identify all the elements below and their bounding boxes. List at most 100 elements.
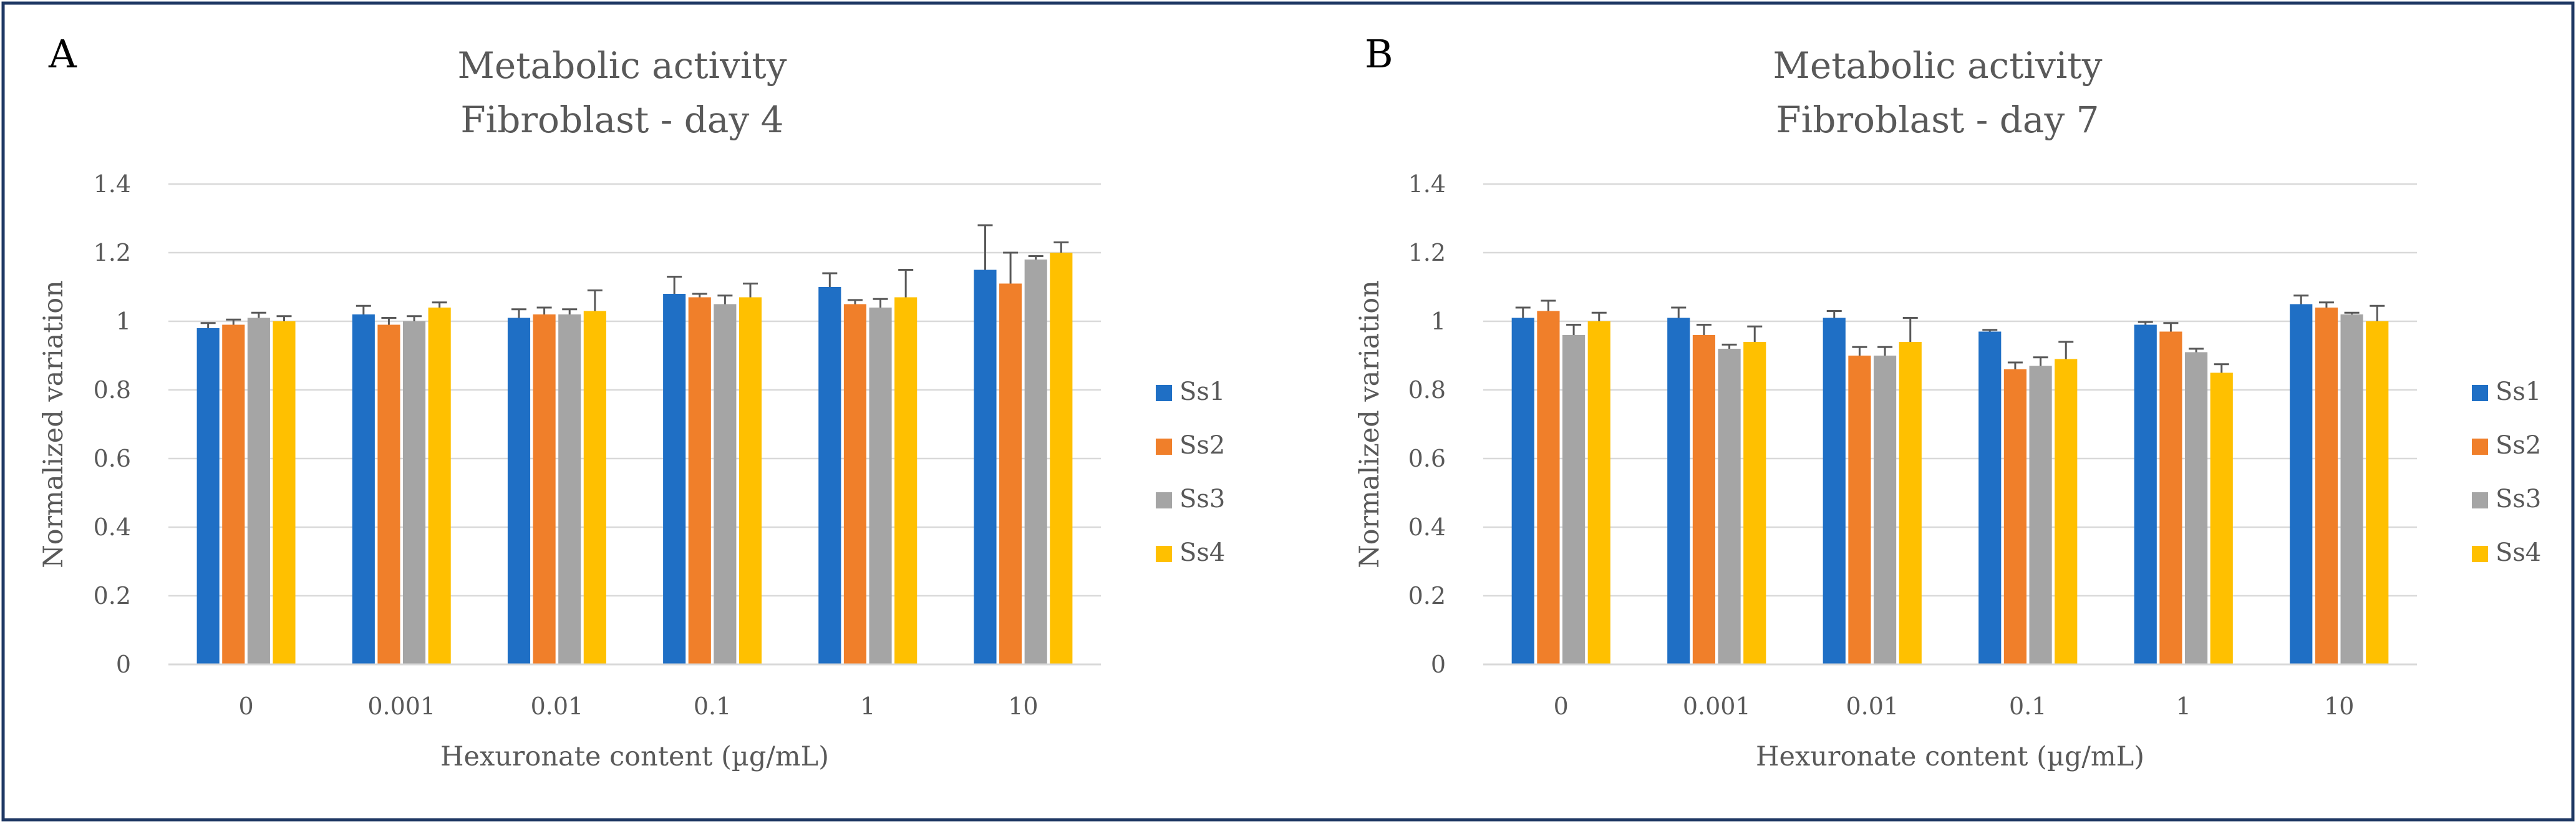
- y-tick-label: 0: [116, 651, 131, 678]
- y-tick-label: 1: [116, 308, 131, 335]
- bar-ss4: [1743, 342, 1766, 664]
- y-tick-label: 0.8: [1408, 376, 1446, 404]
- bar-ss1: [1667, 318, 1690, 664]
- chart-title: Metabolic activity: [1773, 44, 2103, 87]
- x-tick-label: 0.01: [531, 692, 584, 720]
- x-tick-label: 10: [1008, 692, 1038, 720]
- legend-swatch-ss1: [1156, 385, 1172, 401]
- bar-ss1: [818, 287, 841, 664]
- chart-panel-a: A Metabolic activity Fibroblast - day 4 0 0.…: [38, 31, 1225, 772]
- bar-ss2: [843, 304, 867, 664]
- bar-ss2: [688, 297, 711, 664]
- bar-ss4: [1587, 321, 1610, 664]
- bar-ss3: [714, 304, 737, 664]
- x-tick-label: 0: [1554, 692, 1569, 720]
- legend-swatch-ss2: [2472, 439, 2488, 455]
- y-tick-label: 1.4: [94, 170, 131, 198]
- y-tick-label: 0: [1431, 651, 1446, 678]
- bar-ss4: [273, 321, 296, 664]
- x-tick-label: 0.01: [1846, 692, 1899, 720]
- bar-ss2: [1848, 356, 1871, 664]
- bar-ss2: [999, 283, 1022, 664]
- x-axis-title: Hexuronate content (µg/mL): [440, 741, 829, 772]
- legend-swatch-ss4: [2472, 546, 2488, 562]
- bar-ss4: [1899, 342, 1922, 664]
- x-axis-title: Hexuronate content (µg/mL): [1756, 741, 2144, 772]
- bar-ss1: [974, 270, 997, 664]
- bar-ss1: [663, 294, 686, 664]
- y-tick-label: 0.4: [1408, 513, 1446, 541]
- legend-label: Ss1: [1179, 377, 1225, 406]
- bar-ss2: [222, 324, 245, 664]
- x-tick-label: 0.1: [2009, 692, 2046, 720]
- y-tick-label: 0.6: [1408, 445, 1446, 472]
- legend-label: Ss4: [1179, 538, 1225, 567]
- x-tick-label: 0.001: [1683, 692, 1751, 720]
- x-tick-label: 10: [2324, 692, 2354, 720]
- bar-ss4: [583, 311, 606, 664]
- bar-ss2: [1537, 311, 1560, 664]
- legend-label: Ss3: [2496, 485, 2541, 513]
- x-tick-label: 1: [860, 692, 875, 720]
- y-tick-label: 1: [1431, 308, 1446, 335]
- y-tick-label: 0.8: [94, 376, 131, 404]
- bar-ss3: [1562, 335, 1586, 664]
- bar-ss2: [2003, 369, 2027, 664]
- legend-swatch-ss3: [1156, 492, 1172, 508]
- y-tick-label: 1.4: [1408, 170, 1446, 198]
- legend-swatch-ss2: [1156, 439, 1172, 455]
- bar-ss2: [533, 314, 556, 664]
- bar-ss1: [1823, 318, 1846, 664]
- y-axis-title: Normalized variation: [38, 280, 69, 568]
- bar-ss4: [2210, 372, 2233, 664]
- bar-ss1: [1511, 318, 1534, 664]
- bar-ss3: [402, 321, 426, 664]
- panel-label: A: [48, 31, 77, 77]
- y-tick-label: 0.2: [94, 582, 131, 610]
- bar-ss1: [1978, 331, 2002, 664]
- bar-ss3: [1873, 356, 1897, 664]
- bar-ss4: [738, 297, 762, 664]
- bar-ss1: [196, 328, 220, 664]
- bar-ss1: [2134, 324, 2157, 664]
- legend-label: Ss3: [1179, 485, 1225, 513]
- y-tick-label: 1.2: [94, 239, 131, 266]
- bar-ss2: [2315, 308, 2338, 664]
- legend-label: Ss2: [1179, 431, 1225, 460]
- legend-label: Ss2: [2496, 431, 2541, 460]
- chart-subtitle: Fibroblast - day 7: [1776, 99, 2099, 141]
- panel-label: B: [1365, 31, 1393, 77]
- chart-title: Metabolic activity: [458, 44, 787, 87]
- y-tick-label: 0.4: [94, 513, 131, 541]
- bar-ss3: [1024, 260, 1047, 664]
- bar-ss3: [2340, 314, 2363, 664]
- chart-panel-b: B Metabolic activity Fibroblast - day 7 0 0.…: [1354, 31, 2541, 772]
- bar-ss3: [2029, 366, 2052, 664]
- y-axis-title: Normalized variation: [1354, 280, 1385, 568]
- bar-ss4: [428, 308, 451, 664]
- chart-subtitle: Fibroblast - day 4: [460, 99, 783, 141]
- legend-swatch-ss4: [1156, 546, 1172, 562]
- y-tick-label: 0.2: [1408, 582, 1446, 610]
- legend-label: Ss1: [2496, 377, 2541, 406]
- bar-ss1: [507, 318, 531, 664]
- legend-swatch-ss1: [2472, 385, 2488, 401]
- bar-ss2: [377, 324, 400, 664]
- bar-ss2: [1692, 335, 1716, 664]
- bar-ss2: [2159, 331, 2182, 664]
- x-tick-label: 0: [238, 692, 253, 720]
- bar-ss3: [558, 314, 581, 664]
- x-tick-label: 0.001: [367, 692, 435, 720]
- bar-ss3: [247, 318, 270, 664]
- x-tick-label: 0.1: [694, 692, 731, 720]
- bar-ss4: [2366, 321, 2389, 664]
- bar-ss3: [869, 308, 892, 664]
- bar-ss4: [894, 297, 918, 664]
- bar-ss4: [2055, 359, 2078, 664]
- y-tick-label: 1.2: [1408, 239, 1446, 266]
- bar-ss3: [1718, 349, 1741, 664]
- legend-swatch-ss3: [2472, 492, 2488, 508]
